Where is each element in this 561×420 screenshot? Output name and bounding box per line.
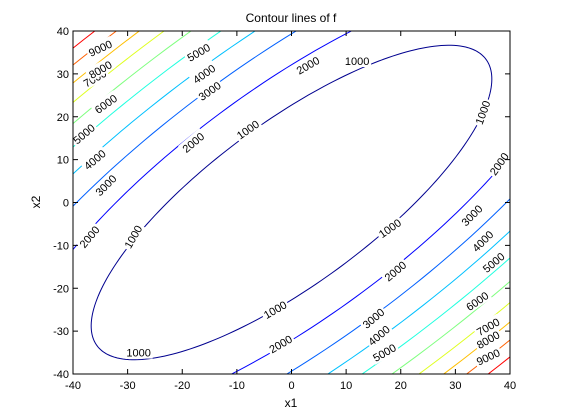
- contour-label-knockout: [90, 90, 121, 117]
- contour-label-text: 1000: [345, 56, 369, 68]
- contour-label: 2000: [485, 148, 510, 179]
- contour-label-knockout: [120, 221, 146, 252]
- y-tick-label: -40: [53, 369, 69, 381]
- contour-labels: 1000 1000 1000 1000 1000 1000 1000 2000 2000 2000…: [73, 35, 510, 369]
- contour-line-1000: [90, 44, 493, 361]
- contour-label-knockout: [292, 52, 324, 78]
- contour-label-knockout: [264, 330, 296, 357]
- contour-label-knockout: [471, 96, 494, 128]
- contour-label: 1000: [120, 221, 146, 252]
- contour-label-knockout: [194, 77, 225, 104]
- contour-label: 2000: [75, 221, 103, 252]
- contour-label: 1000: [232, 115, 263, 143]
- x-axis-title: x1: [285, 396, 298, 410]
- y-axis-title: x2: [29, 195, 43, 208]
- y-tick-label: 0: [63, 198, 69, 210]
- contour-label-text: 5000: [185, 42, 212, 65]
- contour-label-knockout: [456, 200, 486, 230]
- contour-label-text: 1000: [474, 99, 494, 126]
- x-tick-label: 10: [340, 380, 352, 392]
- contour-label: 2000: [380, 256, 410, 285]
- contour-label-knockout: [182, 39, 214, 65]
- contour-label-knockout: [368, 339, 400, 365]
- contour-label-text: 2000: [267, 334, 294, 357]
- contour-label-text: 1000: [262, 299, 289, 322]
- x-tick-label: 30: [449, 380, 461, 392]
- contour-label: 1000: [124, 345, 153, 360]
- contour-label: 5000: [182, 39, 214, 65]
- axis-ticks: [72, 30, 511, 375]
- contour-label-text: 9000: [87, 38, 114, 59]
- contour-label-knockout: [124, 345, 153, 359]
- y-tick-label: -20: [53, 283, 69, 295]
- plot-frame: [72, 30, 511, 375]
- x-tick-label: -40: [65, 380, 81, 392]
- contour-label-knockout: [358, 303, 388, 332]
- contour-label: 1000: [259, 296, 291, 322]
- contour-label: 4000: [79, 145, 110, 174]
- contour-label-knockout: [380, 256, 410, 285]
- contour-label: 6000: [461, 287, 493, 315]
- x-tick-label: -10: [229, 380, 245, 392]
- contour-label-knockout: [177, 128, 208, 157]
- contour-label-knockout: [84, 56, 116, 82]
- contour-label-knockout: [472, 344, 504, 369]
- x-tick-label: -20: [174, 380, 190, 392]
- y-tick-label: 10: [57, 155, 69, 167]
- y-tick-label: 40: [57, 26, 69, 38]
- contour-label-knockout: [485, 148, 510, 179]
- contour-label: 1000: [343, 54, 372, 68]
- contour-label-knockout: [374, 214, 405, 242]
- contour-label-knockout: [467, 226, 497, 256]
- y-tick-label: 20: [57, 112, 69, 124]
- contour-label: 4000: [467, 226, 497, 256]
- contour-label: 9000: [84, 35, 116, 60]
- x-tick-label: 20: [395, 380, 407, 392]
- contour-label-knockout: [75, 221, 103, 252]
- contour-label-text: 1000: [126, 348, 150, 360]
- contour-label: 2000: [292, 52, 324, 78]
- y-tick-label: 30: [57, 69, 69, 81]
- y-tick-label: -30: [53, 326, 69, 338]
- contour-label: 1000: [471, 96, 494, 128]
- contour-label: 2000: [177, 128, 208, 157]
- contour-label-knockout: [343, 54, 372, 67]
- contour-label-knockout: [84, 35, 116, 60]
- contour-label-knockout: [472, 313, 504, 339]
- contour-label-knockout: [90, 170, 120, 200]
- contour-label-knockout: [472, 326, 504, 352]
- x-tick-label: 0: [288, 380, 294, 392]
- x-tick-label: 40: [504, 380, 516, 392]
- contour-label-knockout: [363, 321, 394, 349]
- y-tick-label: -10: [53, 240, 69, 252]
- x-tick-label: -30: [120, 380, 136, 392]
- contour-label-knockout: [461, 287, 493, 315]
- contour-label-knockout: [79, 145, 110, 174]
- chart-title: Contour lines of f: [246, 11, 337, 25]
- contour-label-text: 2000: [295, 55, 322, 78]
- tick-labels: -40 -30 -20 -10 0 10 20 30 40 -40 -30 -20 -10 0 10 20 30…: [53, 26, 516, 392]
- contour-label-knockout: [188, 60, 220, 87]
- contour-label: 6000: [90, 90, 121, 117]
- contour-label: 1000: [374, 214, 405, 242]
- contour-label-knockout: [259, 296, 291, 322]
- contour-label-knockout: [478, 248, 509, 277]
- contour-label-knockout: [73, 119, 99, 148]
- contour-label-text: 1000: [123, 224, 146, 251]
- contour-label-knockout: [232, 115, 263, 143]
